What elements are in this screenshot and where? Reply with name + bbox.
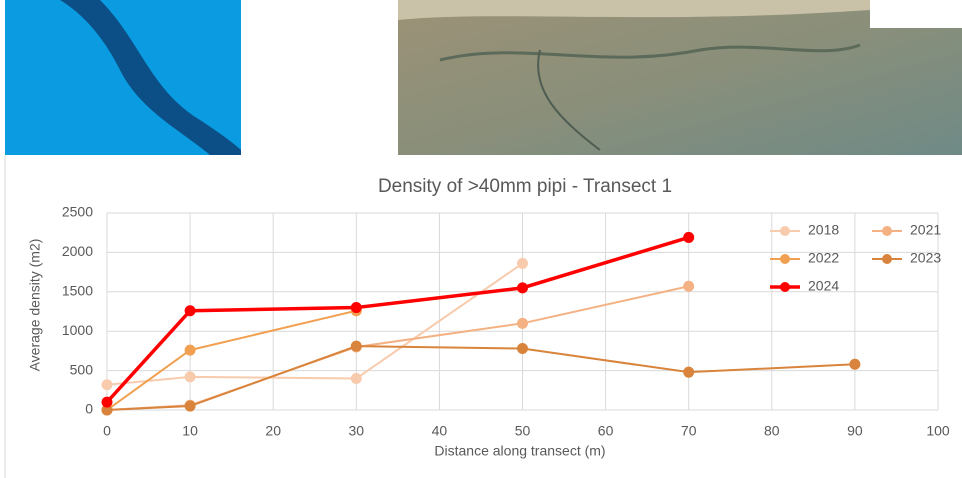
data-point [518,283,528,293]
data-point [185,306,195,316]
legend-marker [780,282,790,292]
x-axis-title: Distance along transect (m) [434,443,605,459]
data-point [518,344,528,354]
legend-label: 2018 [808,222,839,238]
logo-graphic [5,0,241,155]
legend-marker [780,226,790,236]
aerial-photo [398,0,962,155]
series-line [107,263,523,384]
y-tick-label: 500 [70,361,94,377]
data-point [351,341,361,351]
x-tick-label: 50 [515,423,531,439]
x-tick-label: 0 [103,423,111,439]
y-tick-label: 0 [85,401,93,417]
x-tick-label: 10 [182,423,198,439]
slide: Density of >40mm pipi - Transect 1 Dista… [0,0,962,478]
y-tick-label: 1000 [62,322,93,338]
y-axis-title: Average density (m2) [27,239,43,372]
data-point [102,397,112,407]
y-tick-label: 1500 [62,283,93,299]
legend-marker [882,226,892,236]
data-point [684,281,694,291]
data-point [185,401,195,411]
legend-label: 2021 [910,222,941,238]
x-tick-label: 70 [681,423,697,439]
x-tick-label: 90 [847,423,863,439]
x-tick-label: 30 [349,423,365,439]
data-point [351,303,361,313]
y-tick-label: 2500 [62,204,93,220]
data-point [185,345,195,355]
chart-title: Density of >40mm pipi - Transect 1 [378,176,672,197]
legend-marker [780,254,790,264]
x-tick-label: 60 [598,423,614,439]
data-point [185,372,195,382]
y-tick-label: 2000 [62,243,93,259]
x-tick-label: 20 [265,423,281,439]
data-point [102,380,112,390]
x-tick-label: 100 [926,423,950,439]
data-point [351,373,361,383]
data-point [518,258,528,268]
x-tick-label: 40 [432,423,448,439]
x-tick-label: 80 [764,423,780,439]
data-point [518,318,528,328]
legend-marker [882,254,892,264]
legend-label: 2023 [910,250,941,266]
legend-label: 2024 [808,278,839,294]
legend-label: 2022 [808,250,839,266]
data-point [850,359,860,369]
data-point [684,232,694,242]
data-point [684,367,694,377]
